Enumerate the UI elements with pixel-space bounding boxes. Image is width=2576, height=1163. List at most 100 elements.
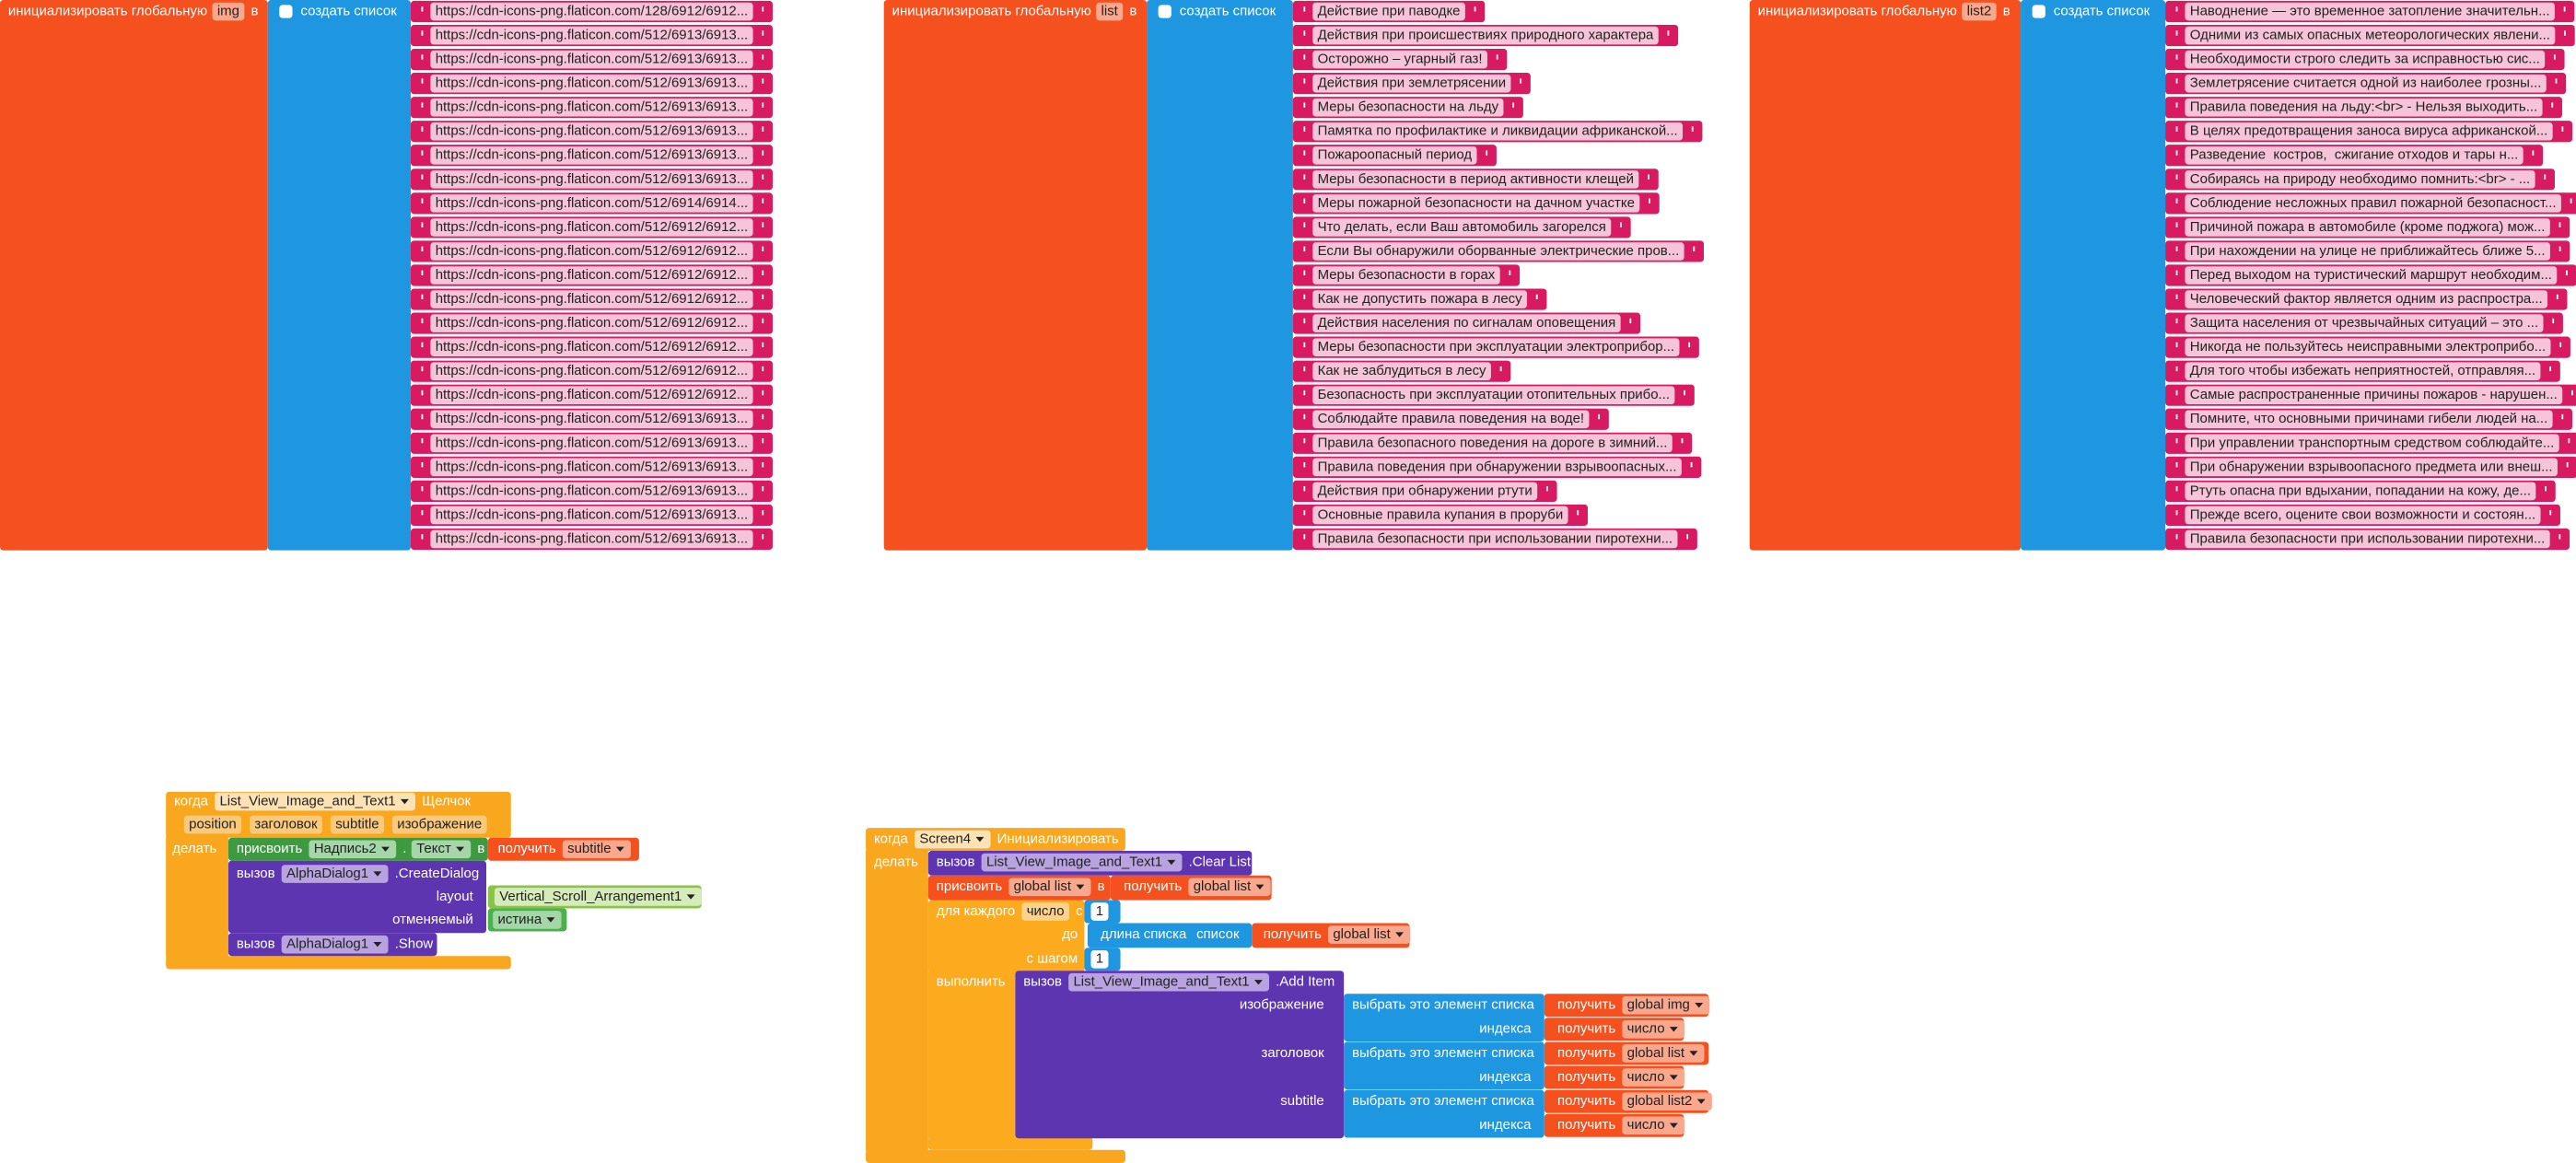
quote-mark xyxy=(421,198,764,204)
field-text: https://cdn-icons-png.flaticon.com/512/6… xyxy=(436,387,749,402)
block-label: присвоить xyxy=(237,841,303,856)
block-label: вызов xyxy=(237,866,275,881)
block-label: инициализировать глобальную xyxy=(8,3,207,18)
quote-mark xyxy=(2175,54,2556,60)
quote-mark xyxy=(2175,366,2552,372)
quote-mark xyxy=(421,126,764,132)
field xyxy=(1312,26,1659,45)
field xyxy=(430,434,753,453)
block-label: .Show xyxy=(395,936,434,952)
block-label: layout xyxy=(437,889,474,904)
quote-mark xyxy=(421,486,764,492)
block-label: получить xyxy=(1557,997,1615,1013)
dropdown-arrow xyxy=(1689,1051,1698,1056)
field xyxy=(1312,122,1684,141)
field xyxy=(1312,145,1477,165)
field-text: заголовок xyxy=(254,816,318,832)
field xyxy=(430,314,753,332)
field-text: Правила безопасного поведения на дороге … xyxy=(1318,435,1668,450)
field xyxy=(1622,1068,1684,1087)
field xyxy=(1312,314,1621,332)
block-label: с xyxy=(1076,903,1083,919)
block-label: делать xyxy=(874,854,918,869)
field-text: https://cdn-icons-png.flaticon.com/512/6… xyxy=(436,339,749,355)
field-text: Меры пожарной безопасности на дачном уча… xyxy=(1318,195,1635,211)
field-text: https://cdn-icons-png.flaticon.com/512/6… xyxy=(436,28,749,43)
field-text: число xyxy=(1627,1021,1665,1037)
field xyxy=(430,529,753,549)
quote-mark xyxy=(2175,294,2559,300)
block-label: Инициализировать xyxy=(997,832,1119,847)
field xyxy=(430,338,753,356)
field-text: Действия при происшествиях природного ха… xyxy=(1318,28,1654,43)
block-label: вызов xyxy=(237,936,275,952)
dropdown-arrow xyxy=(1695,1003,1704,1008)
quote-mark xyxy=(1303,6,1476,12)
field-text: https://cdn-icons-png.flaticon.com/512/6… xyxy=(436,483,749,498)
dropdown-arrow xyxy=(615,846,624,852)
quote-mark xyxy=(1303,366,1502,372)
field-text: https://cdn-icons-png.flaticon.com/512/6… xyxy=(436,147,749,163)
field-text: Пожароопасный период xyxy=(1318,147,1473,163)
field-text: Перед выходом на туристический маршрут н… xyxy=(2190,267,2552,283)
field xyxy=(430,266,753,285)
gear-icon xyxy=(279,5,293,18)
quote-mark xyxy=(2175,222,2561,227)
field-text: Защита населения от чрезвычайных ситуаци… xyxy=(2190,315,2538,331)
make-list-block xyxy=(2021,0,2166,551)
field xyxy=(1312,194,1640,213)
select-item-block xyxy=(1344,1089,1544,1138)
field-text: В целях предотвращения заноса вируса афр… xyxy=(2190,123,2548,139)
field xyxy=(430,122,753,141)
dropdown-arrow xyxy=(1669,1122,1678,1128)
field-text: Основные правила купания в проруби xyxy=(1318,506,1564,522)
field xyxy=(430,482,753,501)
field-text: AlphaDialog1 xyxy=(286,866,368,881)
field-text: global list xyxy=(1627,1045,1685,1061)
dropdown-arrow xyxy=(686,894,695,900)
field-text: Собираясь на природу необходимо помнить:… xyxy=(2190,171,2530,187)
block-label: присвоить xyxy=(937,878,1003,894)
quote-mark xyxy=(2175,150,2535,156)
field xyxy=(2185,410,2553,429)
field xyxy=(430,386,753,405)
field-text: list2 xyxy=(1967,3,1992,18)
quote-mark xyxy=(421,461,764,468)
quote-mark xyxy=(1303,270,1511,275)
quote-mark xyxy=(421,30,764,36)
quote-mark xyxy=(1303,174,1649,180)
field xyxy=(430,410,753,429)
field xyxy=(1188,878,1271,897)
event-block xyxy=(866,847,928,1154)
field xyxy=(212,2,245,21)
field-text: число xyxy=(1027,903,1065,919)
field-text: 1 xyxy=(1096,951,1103,967)
quote-mark xyxy=(2175,30,2566,36)
quote-mark xyxy=(421,510,764,516)
field-text: Никогда не пользуйтесь неисправными элек… xyxy=(2190,339,2546,355)
field-text: Правила безопасности при использовании п… xyxy=(2190,530,2546,546)
block-label: отменяемый xyxy=(392,912,473,927)
dropdown-arrow xyxy=(1253,980,1263,985)
dropdown-arrow xyxy=(381,846,390,852)
quote-mark xyxy=(421,78,764,84)
field xyxy=(493,911,562,929)
field xyxy=(1312,170,1639,189)
dropdown-arrow xyxy=(400,798,409,805)
field-text: img xyxy=(217,3,239,18)
field xyxy=(2185,434,2559,453)
block-label: выбрать это элемент списка xyxy=(1352,1093,1534,1109)
quote-mark xyxy=(2175,174,2547,180)
quote-mark xyxy=(421,174,764,180)
field-text: Как не допустить пожара в лесу xyxy=(1318,291,1523,307)
field-text: https://cdn-icons-png.flaticon.com/512/6… xyxy=(436,123,749,139)
dropdown-arrow xyxy=(1167,859,1176,866)
field xyxy=(1312,98,1504,117)
field xyxy=(2185,194,2561,213)
field xyxy=(1622,995,1710,1015)
dropdown-arrow xyxy=(546,917,555,923)
quote-mark xyxy=(421,534,764,540)
field xyxy=(1312,458,1682,477)
field xyxy=(2185,458,2558,477)
